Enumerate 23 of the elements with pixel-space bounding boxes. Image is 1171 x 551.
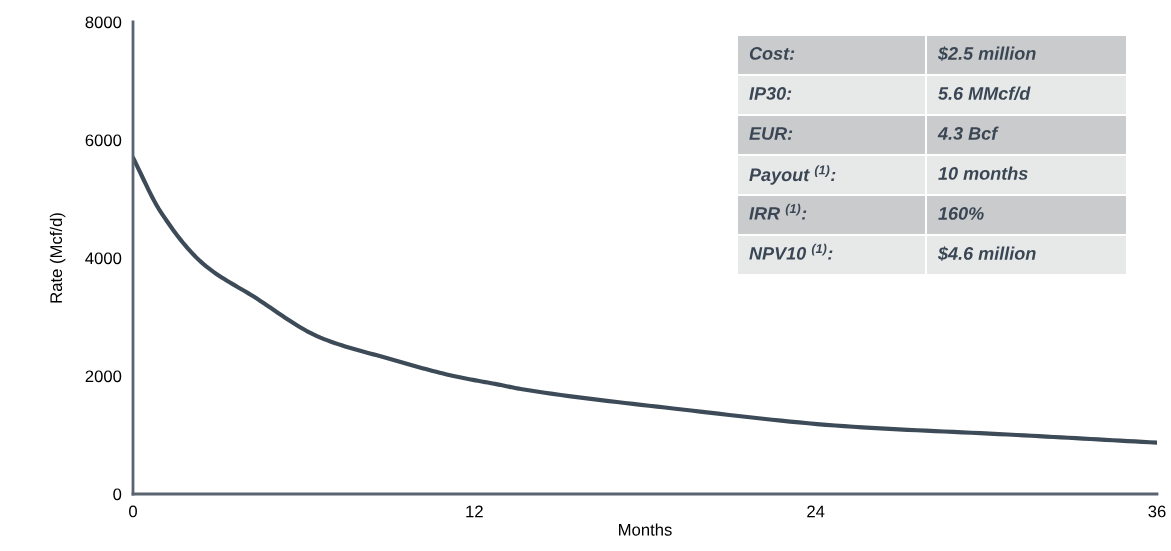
x-tick-label: 12 <box>466 505 483 518</box>
y-tick-label: 4000 <box>85 252 122 265</box>
y-tick-label: 0 <box>113 488 122 501</box>
y-tick-label: 2000 <box>85 370 122 383</box>
x-tick-label: 36 <box>1148 505 1166 518</box>
annotation: NPV10 $^{(1)}$: <box>749 243 833 260</box>
annotation: Cost: <box>749 47 795 60</box>
y-tick-label: 6000 <box>85 134 122 147</box>
annotation: 160% <box>938 207 984 220</box>
y-tick-label: 8000 <box>85 16 122 29</box>
x-tick-label: 0 <box>129 505 137 518</box>
annotation: $4.6 million <box>937 246 1036 262</box>
annotation: 5.6 MMcf/d <box>938 86 1031 101</box>
y-axis-title: Rate (Mcf/d) <box>49 213 66 303</box>
x-axis-title: Months <box>619 523 672 536</box>
annotation: IP30: <box>749 87 792 100</box>
annotation: Payout $^{(1)}$: <box>749 165 836 185</box>
x-tick-label: 24 <box>807 505 825 518</box>
annotation: $2.5 million <box>937 46 1036 62</box>
annotation: IRR $^{(1)}$: <box>749 203 807 220</box>
annotation: 10 months <box>938 166 1028 180</box>
annotation: 4.3 Bcf <box>937 126 999 140</box>
annotation: EUR: <box>749 127 793 140</box>
